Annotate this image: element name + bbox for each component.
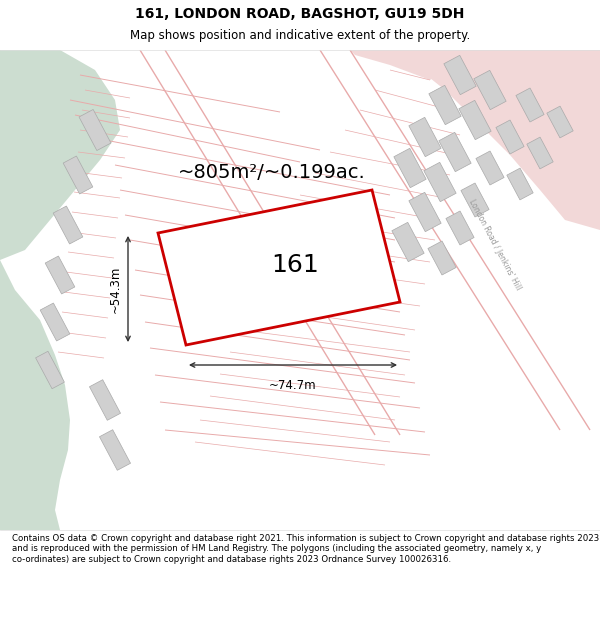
Polygon shape [476, 151, 504, 185]
Text: ~74.7m: ~74.7m [269, 379, 317, 392]
Polygon shape [446, 211, 474, 245]
Polygon shape [89, 380, 121, 420]
Text: Contains OS data © Crown copyright and database right 2021. This information is : Contains OS data © Crown copyright and d… [12, 534, 599, 564]
Text: London Road / Jenkins' Hill: London Road / Jenkins' Hill [467, 198, 523, 292]
Polygon shape [444, 56, 476, 94]
Polygon shape [40, 303, 70, 341]
Polygon shape [0, 50, 70, 530]
Polygon shape [461, 183, 489, 217]
Polygon shape [409, 118, 441, 157]
Polygon shape [400, 50, 600, 230]
Polygon shape [79, 109, 111, 151]
Polygon shape [429, 86, 461, 124]
Polygon shape [507, 168, 533, 200]
Polygon shape [474, 71, 506, 109]
Polygon shape [394, 148, 426, 188]
Polygon shape [35, 351, 64, 389]
Polygon shape [409, 192, 441, 232]
Text: Map shows position and indicative extent of the property.: Map shows position and indicative extent… [130, 29, 470, 42]
Polygon shape [100, 430, 131, 470]
Polygon shape [516, 88, 544, 122]
Polygon shape [428, 241, 456, 275]
Polygon shape [0, 50, 120, 260]
Polygon shape [63, 156, 93, 194]
Text: ~805m²/~0.199ac.: ~805m²/~0.199ac. [178, 162, 366, 181]
Polygon shape [158, 190, 400, 345]
Text: 161: 161 [271, 253, 319, 277]
Polygon shape [392, 222, 424, 262]
Polygon shape [496, 120, 524, 154]
Text: ~54.3m: ~54.3m [109, 265, 122, 312]
Polygon shape [547, 106, 573, 138]
Polygon shape [439, 132, 471, 172]
Polygon shape [53, 206, 83, 244]
Polygon shape [459, 101, 491, 139]
Polygon shape [424, 162, 456, 202]
Polygon shape [350, 50, 445, 80]
Text: 161, LONDON ROAD, BAGSHOT, GU19 5DH: 161, LONDON ROAD, BAGSHOT, GU19 5DH [136, 7, 464, 21]
Polygon shape [527, 137, 553, 169]
Polygon shape [45, 256, 75, 294]
